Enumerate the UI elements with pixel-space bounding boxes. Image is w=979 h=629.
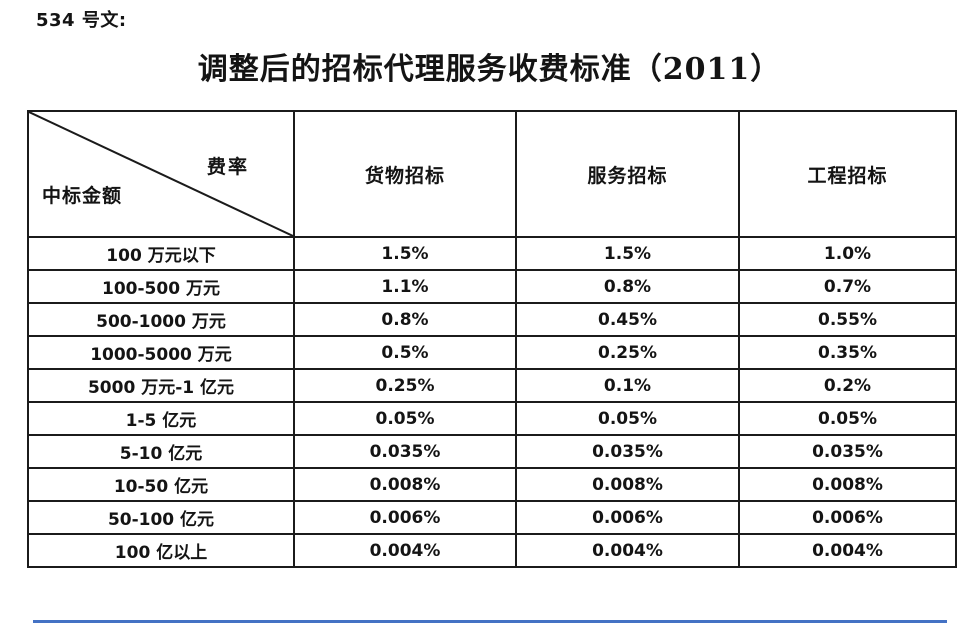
table-header-row: 费率 中标金额 货物招标 服务招标 工程招标 [27,110,957,238]
rate-cell: 0.55% [738,302,957,337]
table-row: 100-500 万元 1.1% 0.8% 0.7% [27,269,957,304]
column-header-works: 工程招标 [738,110,957,238]
corner-label-amount: 中标金额 [42,185,123,207]
corner-label-rate: 费率 [206,156,249,178]
rate-cell: 0.008% [293,467,517,502]
amount-cell: 5000 万元-1 亿元 [27,368,295,403]
amount-cell: 100 亿以上 [27,533,295,568]
table-row: 500-1000 万元 0.8% 0.45% 0.55% [27,302,957,337]
rate-cell: 0.006% [515,500,740,535]
amount-cell: 500-1000 万元 [27,302,295,337]
diagonal-corner-cell: 费率 中标金额 [27,110,295,238]
fee-table-body: 费率 中标金额 货物招标 服务招标 工程招标 100 万元以下 1.5% 1.5… [27,110,957,568]
amount-cell: 1-5 亿元 [27,401,295,436]
amount-cell: 5-10 亿元 [27,434,295,469]
rate-cell: 0.25% [293,368,517,403]
rate-cell: 0.035% [515,434,740,469]
bottom-accent-line [33,620,947,623]
rate-cell: 0.004% [738,533,957,568]
amount-cell: 100 万元以下 [27,236,295,271]
amount-cell: 100-500 万元 [27,269,295,304]
rate-cell: 0.5% [293,335,517,370]
rate-cell: 1.5% [293,236,517,271]
rate-cell: 0.008% [515,467,740,502]
rate-cell: 0.05% [293,401,517,436]
rate-cell: 0.006% [293,500,517,535]
rate-cell: 0.8% [293,302,517,337]
table-row: 5-10 亿元 0.035% 0.035% 0.035% [27,434,957,469]
rate-cell: 0.8% [515,269,740,304]
rate-cell: 0.2% [738,368,957,403]
table-row: 5000 万元-1 亿元 0.25% 0.1% 0.2% [27,368,957,403]
table-row: 10-50 亿元 0.008% 0.008% 0.008% [27,467,957,502]
table-row: 1000-5000 万元 0.5% 0.25% 0.35% [27,335,957,370]
amount-cell: 10-50 亿元 [27,467,295,502]
table-row: 100 亿以上 0.004% 0.004% 0.004% [27,533,957,568]
rate-cell: 0.008% [738,467,957,502]
rate-cell: 0.004% [515,533,740,568]
diagonal-divider-line [30,113,292,235]
table-row: 50-100 亿元 0.006% 0.006% 0.006% [27,500,957,535]
table-row: 100 万元以下 1.5% 1.5% 1.0% [27,236,957,271]
rate-cell: 0.7% [738,269,957,304]
rate-cell: 0.035% [293,434,517,469]
column-header-services: 服务招标 [515,110,740,238]
doc-ref-label: 534 号文: [36,10,127,31]
rate-cell: 0.1% [515,368,740,403]
rate-cell: 0.25% [515,335,740,370]
rate-cell: 0.006% [738,500,957,535]
rate-cell: 0.004% [293,533,517,568]
rate-cell: 0.035% [738,434,957,469]
amount-cell: 50-100 亿元 [27,500,295,535]
rate-cell: 1.0% [738,236,957,271]
rate-cell: 0.35% [738,335,957,370]
rate-cell: 0.05% [738,401,957,436]
column-header-goods: 货物招标 [293,110,517,238]
page-title: 调整后的招标代理服务收费标准（2011） [197,52,782,87]
rate-cell: 0.05% [515,401,740,436]
rate-cell: 0.45% [515,302,740,337]
fee-table: 费率 中标金额 货物招标 服务招标 工程招标 100 万元以下 1.5% 1.5… [27,110,957,568]
amount-cell: 1000-5000 万元 [27,335,295,370]
rate-cell: 1.1% [293,269,517,304]
table-row: 1-5 亿元 0.05% 0.05% 0.05% [27,401,957,436]
rate-cell: 1.5% [515,236,740,271]
